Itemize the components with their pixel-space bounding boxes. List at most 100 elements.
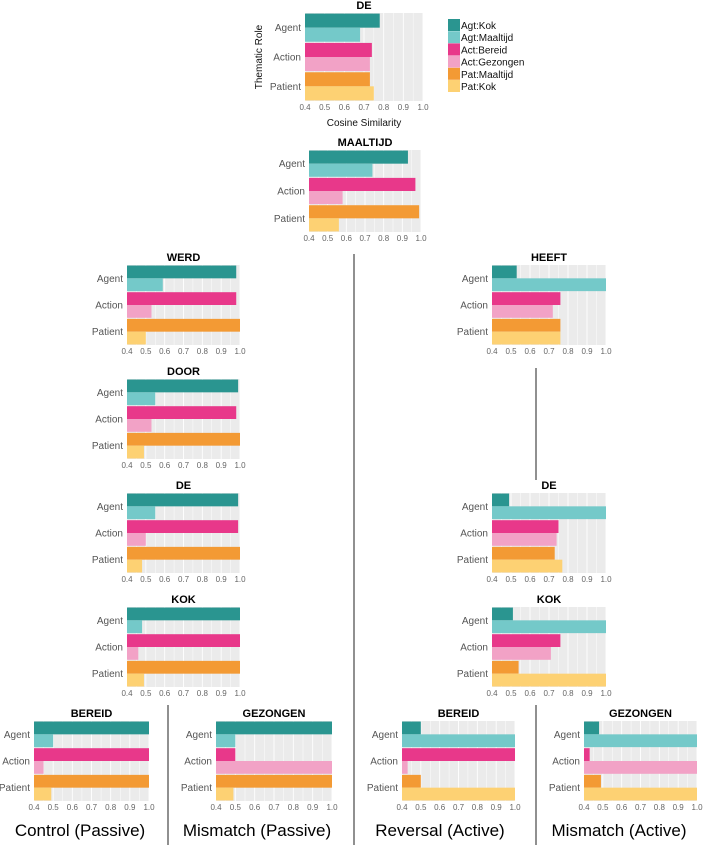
bar-agent-agt-kok	[492, 493, 510, 507]
tick-label: 1.0	[234, 347, 246, 356]
role-label: Agent	[462, 616, 488, 627]
panel-maaltijd: Agent Action Patient 0.4 0.5 0.6 0.7 0.8 0.9 1.0 M…	[274, 137, 427, 243]
role-label: Action	[2, 757, 30, 768]
tick-label: 1.0	[600, 575, 612, 584]
bar-action-act-gezongen	[402, 761, 408, 774]
tick-label: 1.0	[234, 461, 246, 470]
tick-label: 0.9	[397, 234, 409, 243]
bar-action-act-gezongen	[127, 533, 146, 546]
bar-action-act-gezongen	[492, 305, 553, 318]
bar-agent-agt-maaltijd	[127, 278, 163, 292]
tick-label: 0.5	[230, 803, 242, 812]
tick-label: 0.9	[216, 689, 228, 698]
bar-action-act-gezongen	[34, 761, 44, 774]
role-label: Patient	[457, 327, 488, 338]
tick-label: 0.8	[654, 803, 666, 812]
legend-item: Agt:Maaltijd	[448, 31, 513, 44]
tick-label: 0.5	[415, 803, 427, 812]
tick-label: 0.9	[491, 803, 503, 812]
legend-label: Pat:Kok	[461, 82, 497, 93]
bar-action-act-gezongen	[492, 647, 551, 660]
tick-label: 0.8	[562, 347, 574, 356]
tick-label: 0.6	[524, 347, 536, 356]
bar-patient-pat-kok	[492, 673, 606, 687]
panel-title: GEZONGEN	[609, 708, 672, 720]
role-label: Action	[95, 643, 123, 654]
bar-patient-pat-maaltijd	[309, 205, 420, 219]
tick-label: 0.7	[178, 347, 190, 356]
bar-action-act-bereid	[492, 520, 559, 533]
tick-label: 0.6	[159, 461, 171, 470]
tick-label: 0.9	[124, 803, 136, 812]
tick-label: 0.8	[105, 803, 117, 812]
chart-panels: Agent Action Patient 0.4 0.5 0.6 0.7 0.8 0.9 1.0 D…	[0, 0, 703, 812]
tick-label: 0.8	[197, 689, 209, 698]
bar-agent-agt-maaltijd	[492, 506, 606, 520]
legend-item: Pat:Kok	[448, 80, 497, 93]
role-label: Patient	[0, 783, 30, 794]
tick-label: 1.0	[143, 803, 155, 812]
tick-label: 1.0	[415, 234, 427, 243]
tick-label: 0.6	[159, 689, 171, 698]
tick-label: 0.7	[358, 103, 370, 112]
bar-action-act-gezongen	[127, 647, 139, 660]
tick-label: 0.5	[140, 347, 152, 356]
bar-action-act-gezongen	[584, 761, 697, 774]
tick-label: 1.0	[509, 803, 521, 812]
legend-label: Act:Bereid	[461, 45, 507, 56]
panel-title: GEZONGEN	[243, 708, 306, 720]
condition-caption: Mismatch (Active)	[551, 821, 686, 840]
bar-patient-pat-maaltijd	[127, 432, 240, 446]
tick-label: 0.4	[121, 461, 133, 470]
tick-label: 1.0	[234, 689, 246, 698]
bar-agent-agt-maaltijd	[127, 506, 156, 520]
legend-item: Agt:Kok	[448, 19, 497, 32]
tick-label: 0.8	[197, 461, 209, 470]
tick-label: 0.5	[505, 347, 517, 356]
panel-kok_passive: Agent Action Patient 0.4 0.5 0.6 0.7 0.8 0.9 1.0 K…	[92, 594, 246, 698]
panel-de_active: Agent Action Patient 0.4 0.5 0.6 0.7 0.8 0.9 1.0 D…	[457, 480, 612, 584]
role-label: Agent	[554, 730, 580, 741]
bar-agent-agt-maaltijd	[34, 734, 54, 748]
tick-label: 0.7	[86, 803, 98, 812]
tick-label: 0.8	[197, 575, 209, 584]
tick-label: 0.7	[635, 803, 647, 812]
bar-agent-agt-kok	[492, 607, 513, 621]
bar-agent-agt-kok	[127, 265, 237, 279]
tick-label: 0.4	[303, 234, 315, 243]
legend-item: Act:Gezongen	[448, 55, 524, 69]
tick-label: 0.9	[398, 103, 410, 112]
role-label: Patient	[270, 82, 301, 93]
bar-action-act-bereid	[216, 748, 236, 761]
tick-label: 0.4	[121, 689, 133, 698]
panel-title: HEEFT	[531, 252, 567, 264]
bar-agent-agt-kok	[309, 150, 408, 164]
bar-action-act-bereid	[402, 748, 515, 761]
bar-patient-pat-maaltijd	[492, 546, 555, 560]
bar-patient-pat-maaltijd	[216, 774, 332, 788]
role-label: Action	[277, 187, 305, 198]
tick-label: 0.9	[216, 575, 228, 584]
bar-patient-pat-maaltijd	[402, 774, 421, 788]
role-label: Patient	[92, 441, 123, 452]
bar-agent-agt-kok	[402, 721, 421, 735]
bar-action-act-bereid	[309, 177, 416, 191]
role-label: Agent	[279, 159, 305, 170]
bar-patient-pat-kok	[127, 673, 144, 687]
bar-patient-pat-maaltijd	[584, 774, 601, 788]
tick-label: 0.7	[543, 575, 555, 584]
legend-swatch	[448, 19, 460, 31]
tick-label: 0.4	[486, 575, 498, 584]
tick-label: 0.8	[288, 803, 300, 812]
legend-swatch	[448, 43, 460, 56]
bar-action-act-bereid	[127, 406, 237, 419]
bar-action-act-bereid	[127, 634, 240, 647]
bar-patient-pat-kok	[127, 559, 143, 573]
tick-label: 0.9	[673, 803, 685, 812]
tick-label: 0.4	[396, 803, 408, 812]
tick-label: 0.8	[562, 689, 574, 698]
bar-action-act-gezongen	[127, 419, 152, 432]
panel-title: MAALTIJD	[338, 137, 393, 149]
tick-label: 0.5	[322, 234, 334, 243]
